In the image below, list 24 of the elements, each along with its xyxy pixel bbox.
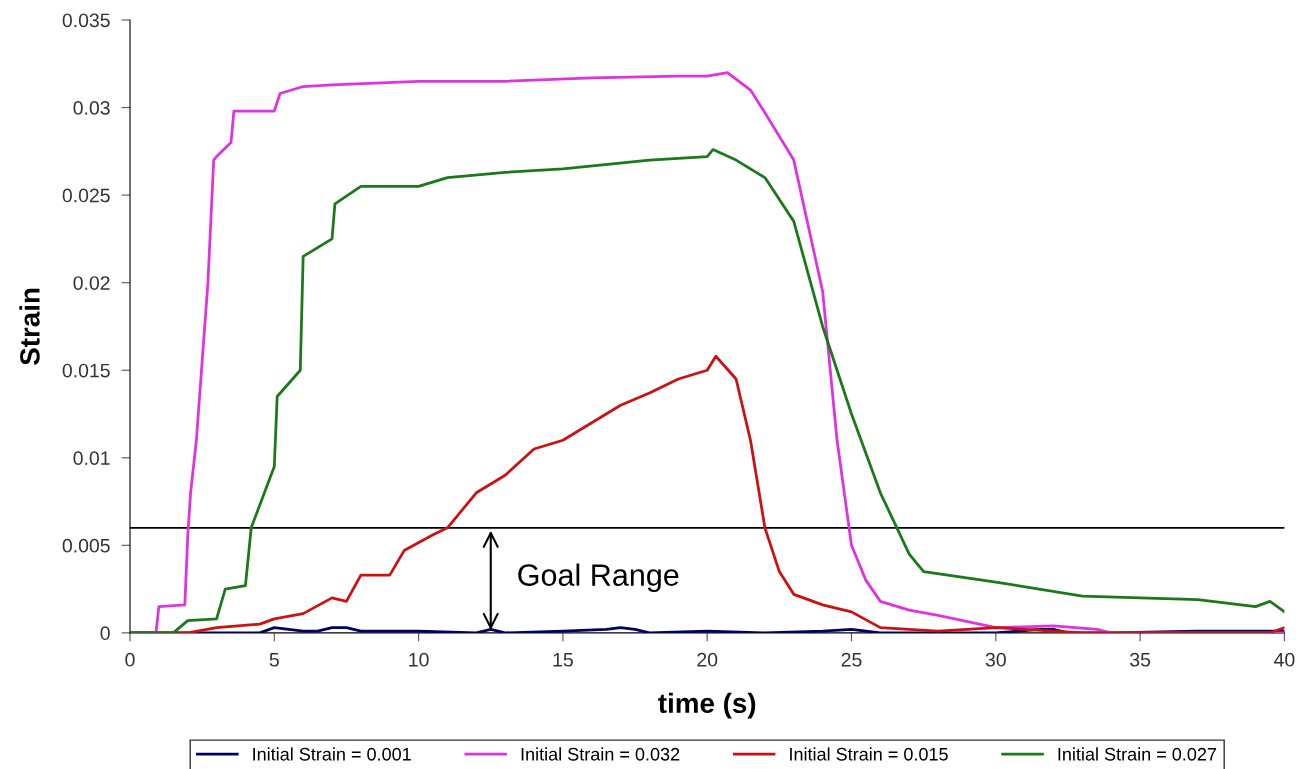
- x-tick-label: 40: [1274, 652, 1295, 667]
- legend-label: Initial Strain = 0.001: [253, 747, 411, 761]
- x-tick-label: 30: [985, 652, 1006, 667]
- x-tick-label: 0: [125, 652, 135, 667]
- x-axis-title: time (s): [658, 692, 756, 719]
- y-axis-title: Strain: [19, 288, 40, 365]
- x-tick-label: 20: [697, 652, 718, 667]
- y-tick-label: 0.025: [62, 188, 110, 203]
- y-tick-label: 0.005: [62, 538, 110, 553]
- legend-label: Initial Strain = 0.015: [790, 747, 948, 761]
- legend-label: Initial Strain = 0.027: [1058, 747, 1217, 761]
- x-tick-label: 5: [269, 653, 279, 667]
- y-tick-label: 0.035: [62, 13, 110, 28]
- x-tick-label: 25: [841, 652, 862, 667]
- y-tick-label: 0.02: [73, 276, 110, 290]
- y-tick-label: 0.015: [62, 363, 110, 378]
- y-tick-label: 0: [100, 626, 110, 641]
- legend-label: Initial Strain = 0.032: [521, 747, 680, 761]
- x-tick-label: 35: [1130, 652, 1151, 667]
- y-tick-label: 0.01: [73, 451, 110, 466]
- x-tick-label: 10: [409, 652, 429, 667]
- annotation: Goal Range: [518, 563, 679, 592]
- y-tick-label: 0.03: [73, 101, 110, 115]
- x-tick-label: 15: [553, 653, 573, 667]
